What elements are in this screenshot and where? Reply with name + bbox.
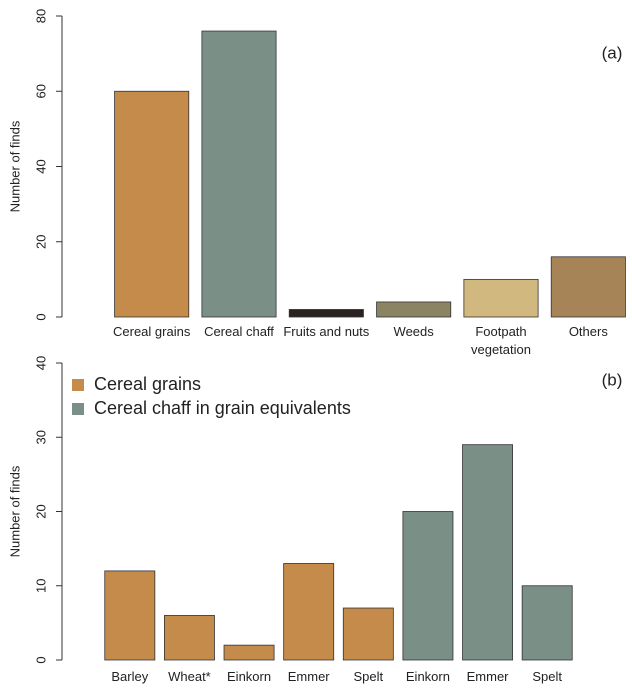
x-tick-label: Einkorn: [405, 669, 450, 684]
bar: [463, 278, 539, 318]
y-axis-label: Number of finds: [7, 120, 22, 212]
x-tick-label: Cereal grains: [113, 324, 191, 339]
x-tick-label: Spelt: [353, 669, 384, 684]
y-axis-label: Number of finds: [7, 465, 22, 557]
annotation: (a): [602, 43, 623, 62]
x-tick-label: Weeds: [393, 324, 434, 339]
bar: [376, 301, 452, 318]
x-tick-label: Spelt: [532, 669, 562, 684]
bar: [283, 563, 335, 661]
bar: [163, 615, 215, 661]
bar: [342, 607, 394, 661]
y-tick-label: 30: [33, 430, 48, 444]
bar: [114, 90, 190, 318]
legend-swatch: [72, 403, 84, 415]
x-tick-label: Cereal chaff: [204, 324, 274, 339]
x-tick-label: Emmer: [466, 669, 509, 684]
bar: [402, 511, 454, 661]
legend-label: Cereal chaff in grain equivalents: [94, 398, 351, 418]
x-tick-label: Emmer: [287, 669, 330, 684]
bar: [104, 570, 156, 661]
x-tick-label: Fruits and nuts: [283, 324, 370, 339]
annotation: (b): [602, 370, 623, 389]
bar: [462, 444, 514, 661]
legend-label: Cereal grains: [94, 374, 201, 394]
y-tick-label: 20: [33, 504, 48, 518]
bar: [201, 30, 277, 318]
y-tick-label: 40: [33, 356, 48, 370]
bar: [288, 309, 364, 318]
y-tick-label: 10: [33, 579, 48, 593]
x-tick-label: Einkorn: [227, 669, 272, 684]
x-tick-label: Others: [568, 324, 608, 339]
y-tick-label: 20: [33, 235, 48, 249]
bar: [223, 644, 275, 661]
y-tick-label: 40: [33, 159, 48, 173]
y-tick-label: 60: [33, 84, 48, 98]
x-tick-label: Footpath vegetation: [470, 324, 531, 357]
y-tick-label: 0: [33, 656, 48, 663]
x-tick-label: Barley: [111, 669, 149, 684]
bar: [521, 585, 573, 661]
y-tick-label: 80: [33, 9, 48, 23]
legend-swatch: [72, 379, 84, 391]
bar: [550, 256, 626, 318]
y-tick-label: 0: [33, 313, 48, 320]
x-tick-label: Wheat*: [168, 669, 211, 684]
